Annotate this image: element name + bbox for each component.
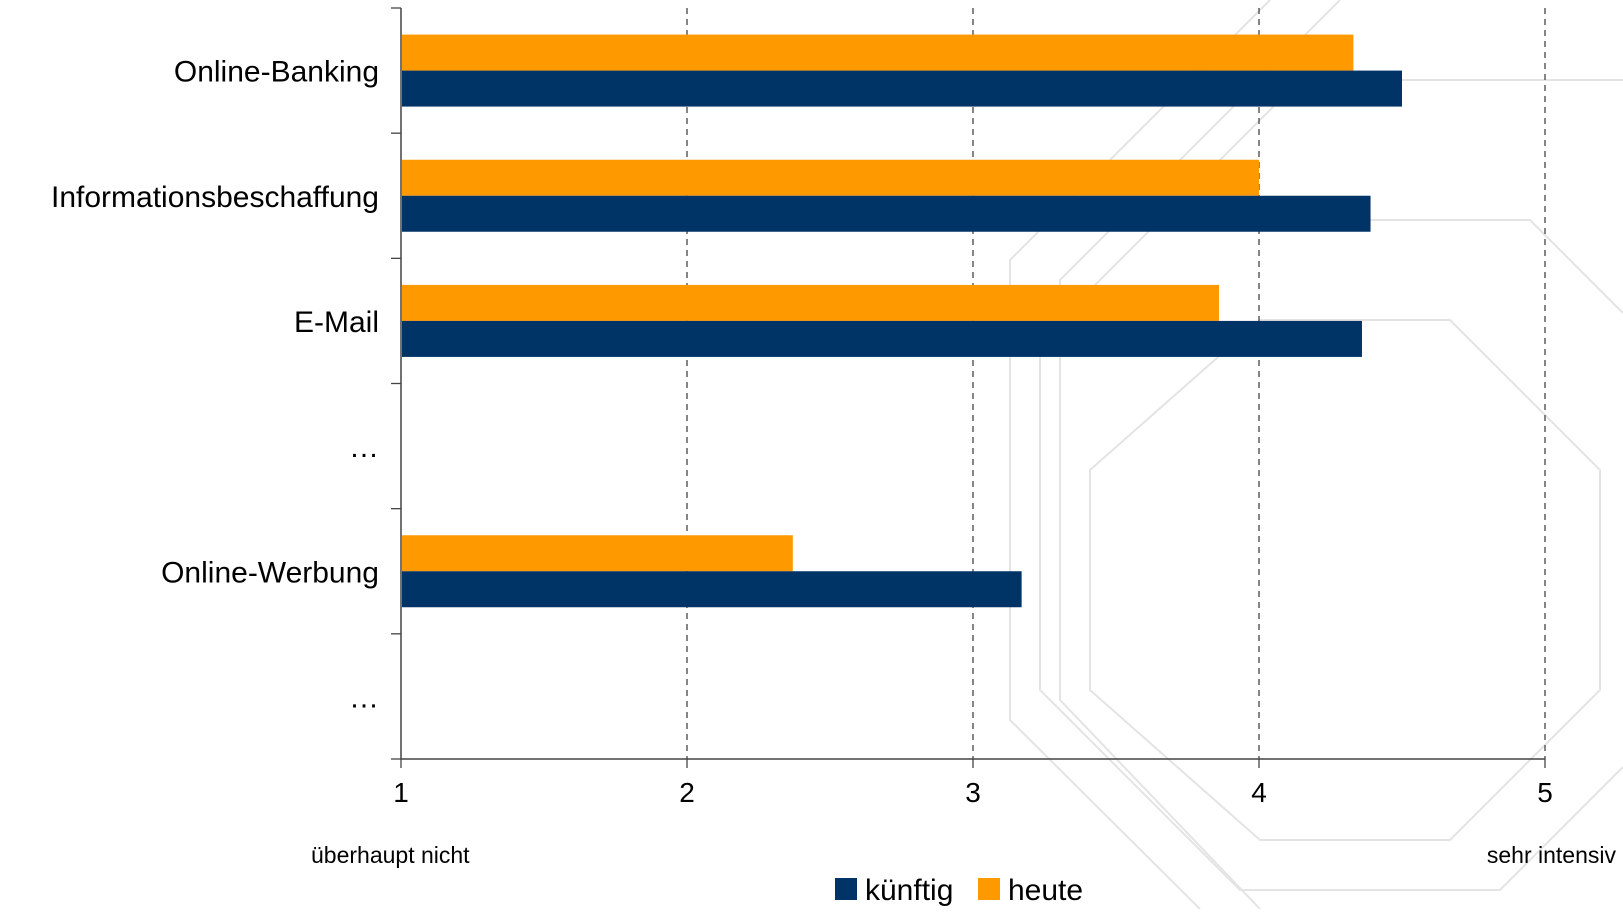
category-label-0: Online-Banking: [174, 56, 379, 89]
bar-künftig-4: [402, 571, 1022, 608]
bar-künftig-2: [402, 320, 1362, 357]
labels: 1 2 3 4 5 Online-Banking Informationsbeschaffu…: [51, 56, 1616, 868]
legend: künftig heute: [835, 874, 1083, 907]
x-end-label-left: überhaupt nicht: [311, 842, 470, 868]
x-tick-label-2: 2: [679, 777, 695, 808]
bar-künftig-1: [402, 195, 1371, 232]
bar-heute-4: [402, 535, 793, 572]
legend-label-heute: heute: [1008, 874, 1083, 907]
x-tick-label-3: 3: [965, 777, 981, 808]
x-end-label-right: sehr intensiv: [1487, 842, 1617, 868]
x-tick-label-4: 4: [1251, 777, 1267, 808]
legend-swatch-heute: [978, 878, 1000, 900]
category-label-5: …: [349, 681, 379, 714]
bar-heute-1: [402, 159, 1259, 196]
axes: [391, 7, 1546, 768]
bars: [402, 34, 1402, 608]
bar-künftig-0: [402, 70, 1402, 107]
background-watermark: [1009, 0, 1623, 910]
bar-heute-2: [402, 284, 1219, 321]
category-label-2: E-Mail: [294, 306, 379, 339]
legend-label-künftig: künftig: [865, 874, 953, 907]
category-label-4: Online-Werbung: [161, 556, 379, 589]
category-label-1: Informationsbeschaffung: [51, 181, 379, 214]
bar-heute-0: [402, 34, 1354, 71]
legend-swatch-künftig: [835, 878, 857, 900]
category-label-3: …: [349, 431, 379, 464]
x-tick-label-1: 1: [393, 777, 409, 808]
x-tick-label-5: 5: [1537, 777, 1553, 808]
grid-lines: [686, 8, 1546, 759]
